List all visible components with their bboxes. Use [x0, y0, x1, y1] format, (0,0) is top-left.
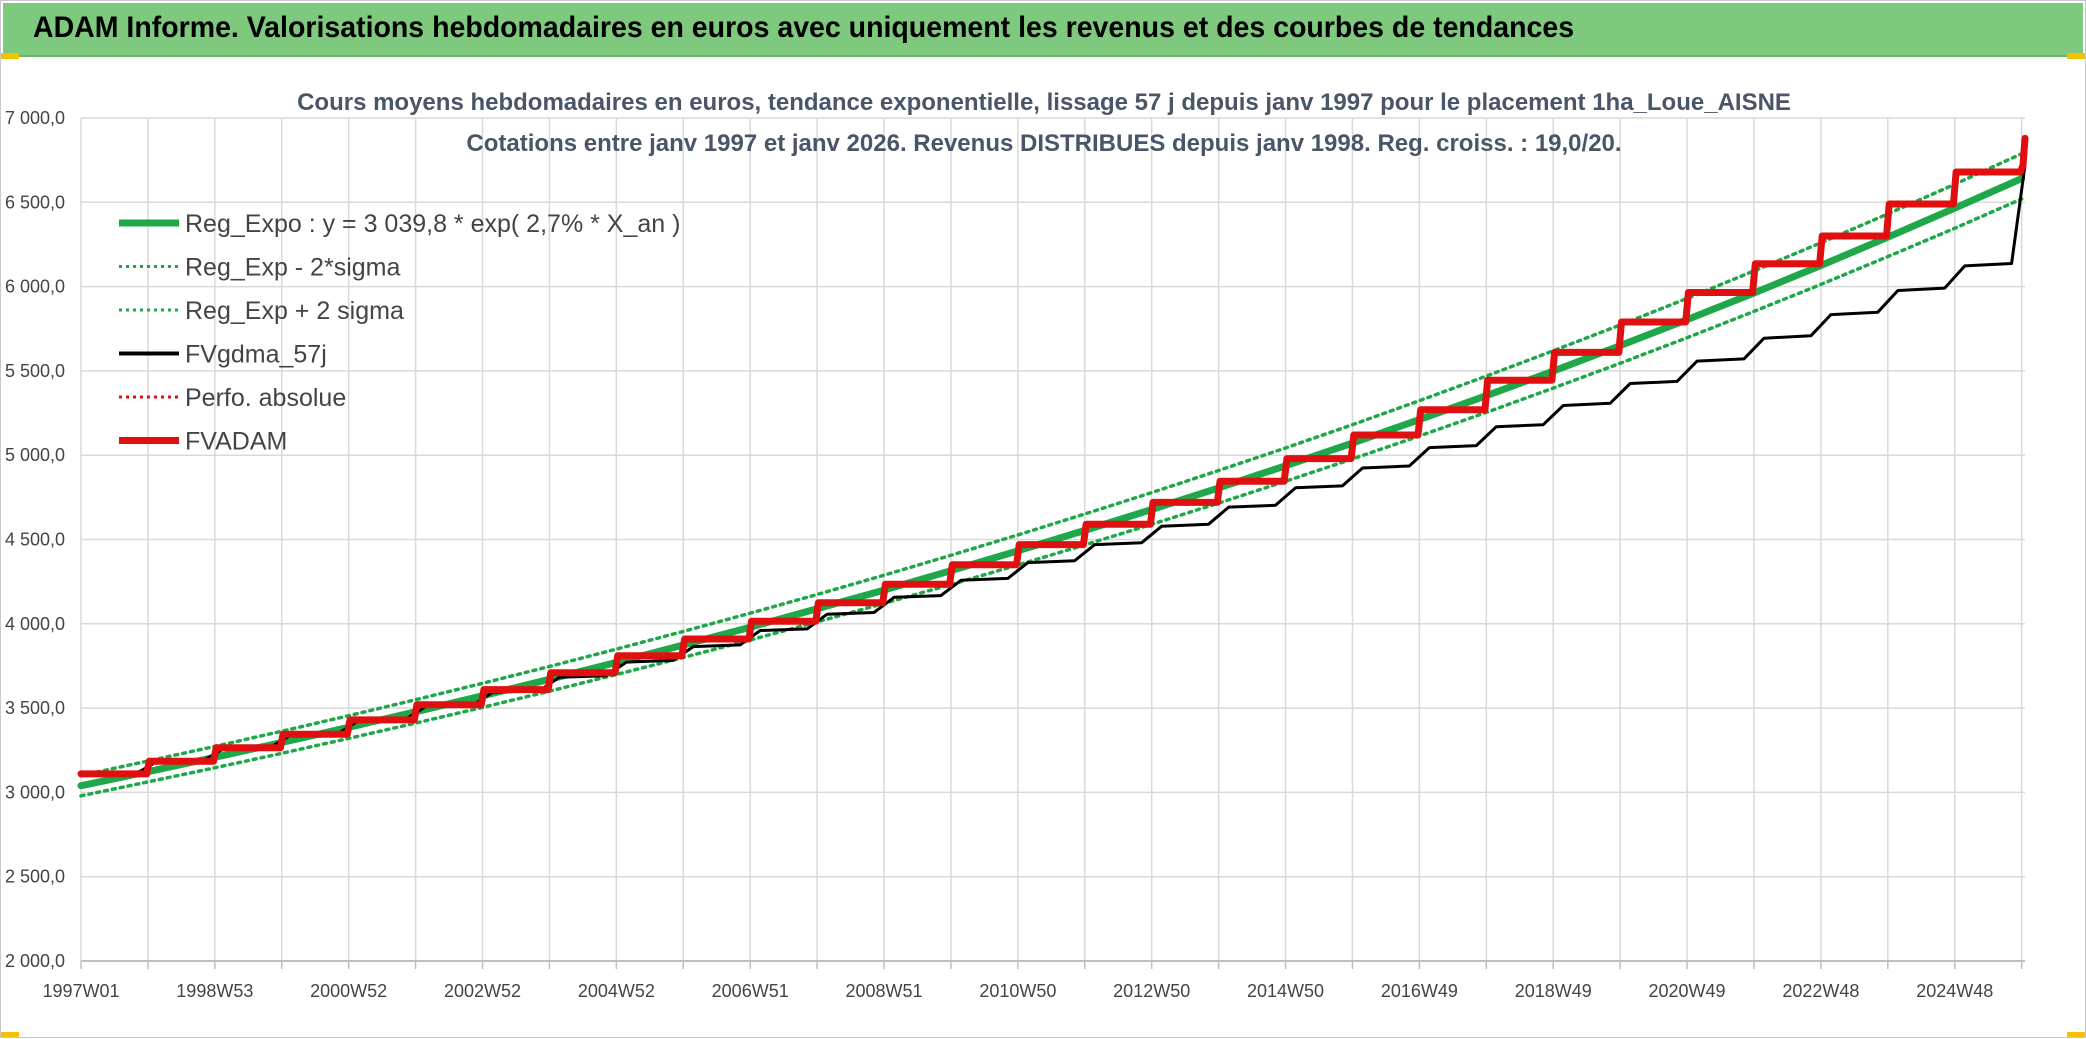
x-tick-label: 2000W52: [310, 981, 387, 1001]
y-tick-label: 3 500,0: [5, 698, 65, 718]
x-tick-label: 1998W53: [176, 981, 253, 1001]
x-tick-label: 1997W01: [42, 981, 119, 1001]
legend-label: Reg_Exp + 2 sigma: [185, 297, 404, 325]
y-tick-label: 7 000,0: [5, 108, 65, 128]
legend-label: Reg_Expo : y = 3 039,8 * exp( 2,7% * X_a…: [185, 210, 680, 238]
y-axis: 2 000,0 2 500,0 3 000,0 3 500,0 4 000,0 4 500…: [5, 108, 65, 971]
series-lines: [77, 134, 2029, 798]
x-tick-label: 2002W52: [444, 981, 521, 1001]
series-line-0: [77, 175, 2026, 790]
y-tick-label: 6 500,0: [5, 192, 65, 212]
report-banner: ADAM Informe. Valorisations hebdomadaire…: [3, 3, 2083, 57]
legend-label: FVADAM: [185, 428, 287, 456]
x-tick-label: 2016W49: [1381, 981, 1458, 1001]
chart-title-line-2: Cotations entre janv 1997 et janv 2026. …: [466, 130, 1621, 157]
corner-marker-top-left: [1, 53, 19, 59]
chart-title: Cours moyens hebdomadaires en euros, ten…: [297, 89, 1791, 157]
banner-title: ADAM Informe. Valorisations hebdomadaire…: [33, 11, 1575, 44]
x-tick-label: 2022W48: [1782, 981, 1859, 1001]
y-tick-label: 4 500,0: [5, 530, 65, 550]
legend-label: Perfo. absolue: [185, 384, 346, 412]
y-tick-label: 3 000,0: [5, 782, 65, 802]
gridlines: [80, 117, 2025, 962]
x-tick-label: 2014W50: [1247, 981, 1324, 1001]
x-tick-label: 2004W52: [578, 981, 655, 1001]
legend: Reg_Expo : y = 3 039,8 * exp( 2,7% * X_a…: [119, 210, 680, 456]
x-tick-label: 2024W48: [1916, 981, 1993, 1001]
corner-marker-top-right: [2067, 53, 2085, 59]
y-tick-label: 5 500,0: [5, 361, 65, 381]
x-tick-label: 2018W49: [1515, 981, 1592, 1001]
x-tick-label: 2020W49: [1649, 981, 1726, 1001]
x-axis: 1997W01 1998W53 2000W52 2002W52 2004W52 2006W…: [42, 960, 2025, 1001]
y-tick-label: 5 000,0: [5, 445, 65, 465]
x-tick-label: 2008W51: [845, 981, 922, 1001]
chart-title-line-1: Cours moyens hebdomadaires en euros, ten…: [297, 89, 1791, 116]
legend-label: Reg_Exp - 2*sigma: [185, 254, 400, 282]
series-line-5: [77, 134, 2029, 778]
legend-label: FVgdma_57j: [185, 341, 327, 369]
corner-marker-bottom-left: [1, 1032, 19, 1037]
corner-marker-bottom-right: [2067, 1032, 2085, 1037]
series-line-2: [79, 151, 2024, 778]
y-tick-label: 4 000,0: [5, 614, 65, 634]
series-line-1: [79, 197, 2024, 798]
y-tick-label: 2 500,0: [5, 867, 65, 887]
x-tick-label: 2006W51: [712, 981, 789, 1001]
y-tick-label: 6 000,0: [5, 277, 65, 297]
x-tick-label: 2012W50: [1113, 981, 1190, 1001]
y-tick-label: 2 000,0: [5, 951, 65, 971]
x-tick-label: 2010W50: [979, 981, 1056, 1001]
